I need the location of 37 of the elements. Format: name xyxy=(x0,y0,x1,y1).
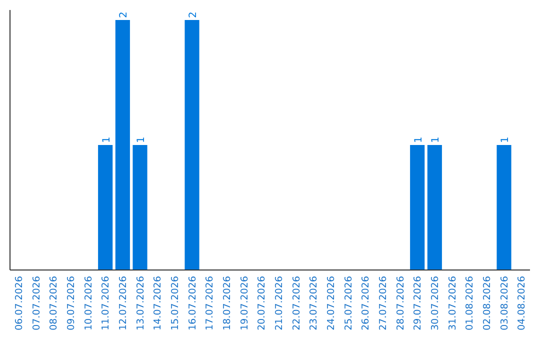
x-tick-label: 01.08.2026 xyxy=(464,276,476,330)
data-label: 1 xyxy=(101,136,112,143)
x-tick-label: 11.07.2026 xyxy=(100,276,112,330)
data-label: 1 xyxy=(136,136,147,143)
x-tick-label: 09.07.2026 xyxy=(66,276,77,330)
x-tick-label: 24.07.2026 xyxy=(326,276,337,330)
x-tick-label: 06.07.2026 xyxy=(14,276,25,330)
x-tick-label: 10.07.2026 xyxy=(83,276,94,330)
data-label: 1 xyxy=(413,136,424,143)
x-tick-label: 28.07.2026 xyxy=(395,276,406,330)
x-tick-label: 04.08.2026 xyxy=(516,276,528,330)
x-tick-label: 12.07.2026 xyxy=(118,276,129,330)
x-tick-label: 13.07.2026 xyxy=(135,276,146,330)
x-tick-label: 27.07.2026 xyxy=(378,276,389,330)
x-tick-label: 21.07.2026 xyxy=(274,276,285,330)
x-tick-label: 16.07.2026 xyxy=(187,276,198,330)
x-tick-label: 26.07.2026 xyxy=(360,276,372,330)
x-tick-label: 03.08.2026 xyxy=(499,276,510,330)
data-label: 2 xyxy=(188,12,199,18)
x-tick-label: 23.07.2026 xyxy=(308,276,320,330)
x-tick-label: 29.07.2026 xyxy=(412,276,424,330)
x-tick-label: 25.07.2026 xyxy=(343,276,354,330)
x-tick-label: 19.07.2026 xyxy=(239,276,250,330)
x-tick-label: 02.08.2026 xyxy=(482,276,493,330)
x-tick-label: 31.07.2026 xyxy=(447,276,458,330)
x-tick-label: 15.07.2026 xyxy=(170,276,181,330)
x-tick-label: 08.07.2026 xyxy=(48,276,60,330)
x-tick-label: 30.07.2026 xyxy=(430,276,441,330)
data-label: 2 xyxy=(118,12,130,18)
x-tick-label: 20.07.2026 xyxy=(256,276,268,330)
x-tick-label: 18.07.2026 xyxy=(222,276,233,330)
x-tick-label: 17.07.2026 xyxy=(204,276,216,330)
data-label: 1 xyxy=(500,136,511,143)
x-tick-label: 22.07.2026 xyxy=(291,276,302,330)
data-label: 1 xyxy=(430,136,442,143)
x-tick-label: 07.07.2026 xyxy=(31,276,42,330)
x-tick-label: 14.07.2026 xyxy=(152,276,164,330)
